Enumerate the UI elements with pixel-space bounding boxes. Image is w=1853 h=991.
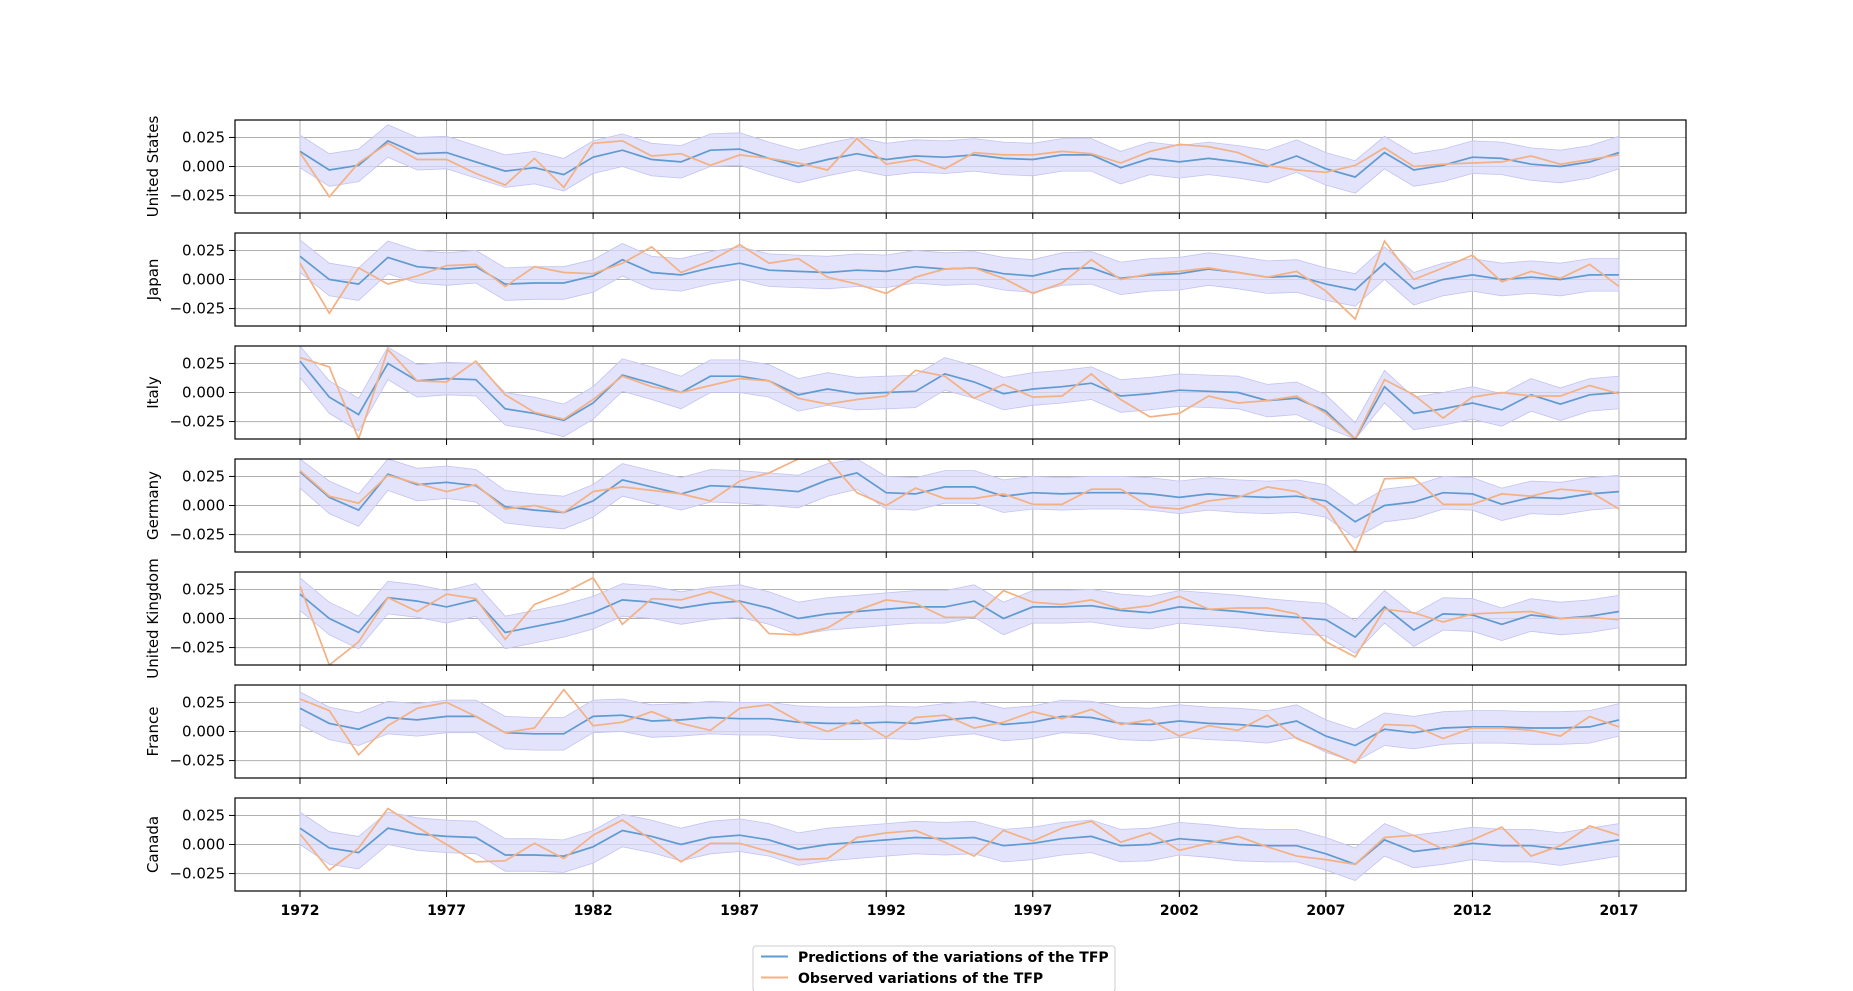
panel-plot-area (235, 685, 1686, 778)
y-tick-label: 0.025 (182, 806, 225, 824)
panel-plot-area (235, 459, 1686, 552)
x-tick-label: 2012 (1453, 903, 1492, 919)
y-tick-label: 0.025 (182, 467, 225, 485)
x-tick-label: 1972 (281, 903, 320, 919)
series-predicted-line (299, 360, 1620, 439)
y-tick-label: −0.025 (169, 865, 225, 883)
series-predicted-line (299, 707, 1620, 747)
panel-germany: 0.025 0.000 −0.025 Germany (144, 458, 1687, 558)
prediction-band (299, 346, 1620, 439)
panel-japan: 0.025 0.000 −0.025 Japan (144, 232, 1687, 332)
panel-ylabel-united-kingdom: United Kingdom (144, 558, 162, 678)
panel-plot-area (235, 798, 1686, 891)
y-tick-label: −0.025 (169, 300, 225, 318)
panel-united-states: 0.025 0.000 −0.025 United States (144, 116, 1687, 219)
series-observed-line (299, 807, 1620, 872)
series-observed-line (299, 347, 1620, 439)
series-predicted-line (299, 827, 1620, 866)
y-tick-label: 0.000 (182, 158, 225, 176)
panel-ylabel-italy: Italy (144, 376, 162, 409)
panel-plot-area (235, 572, 1686, 665)
panel-ylabel-france: France (144, 707, 162, 757)
y-tick-label: 0.000 (182, 497, 225, 515)
y-tick-label: 0.025 (182, 128, 225, 146)
panel-france: 0.025 0.000 −0.025 France (144, 684, 1687, 784)
x-tick-label: 2017 (1600, 903, 1639, 919)
y-tick-label: −0.025 (169, 639, 225, 657)
panel-ylabel-canada: Canada (144, 816, 162, 873)
y-tick-label: −0.025 (169, 526, 225, 544)
panel-united-kingdom: 0.025 0.000 −0.025 United Kingdom (144, 558, 1687, 679)
y-tick-label: 0.025 (182, 354, 225, 372)
x-tick-label: 1997 (1013, 903, 1052, 919)
x-tick-label: 1982 (574, 903, 613, 919)
series-observed-line (299, 688, 1620, 764)
series-predicted-line (299, 471, 1620, 523)
x-tick-label: 1992 (867, 903, 906, 919)
y-tick-label: 0.000 (182, 271, 225, 289)
prediction-band (299, 124, 1620, 194)
legend-label-observed: Observed variations of the TFP (798, 971, 1043, 987)
x-tick-label: 1977 (427, 903, 466, 919)
series-observed-line (299, 576, 1620, 665)
panel-plot-area (235, 233, 1686, 326)
legend: Predictions of the variations of the TFP… (752, 945, 1116, 991)
y-tick-label: −0.025 (169, 187, 225, 205)
prediction-band (299, 239, 1620, 307)
panel-ylabel-united-states: United States (144, 116, 162, 218)
legend-box (752, 945, 1116, 991)
y-tick-label: 0.025 (182, 580, 225, 598)
legend-label-predicted: Predictions of the variations of the TFP (798, 950, 1109, 966)
series-predicted-line (299, 593, 1620, 639)
y-tick-label: 0.025 (182, 693, 225, 711)
y-tick-label: 0.000 (182, 384, 225, 402)
x-tick-label: 2007 (1306, 903, 1345, 919)
series-observed-line (299, 239, 1620, 321)
x-tick-label: 1987 (720, 903, 759, 919)
panel-plot-area (235, 346, 1686, 439)
x-axis: 1972 1977 1982 1987 1992 1997 2002 2007 2012 2017 (281, 903, 1639, 919)
panel-plot-area (235, 120, 1686, 213)
y-tick-label: 0.025 (182, 241, 225, 259)
prediction-band (299, 691, 1620, 763)
series-observed-line (299, 459, 1620, 552)
panel-italy: 0.025 0.000 −0.025 Italy (144, 345, 1687, 445)
y-tick-label: −0.025 (169, 413, 225, 431)
series-predicted-line (299, 139, 1620, 178)
panel-ylabel-germany: Germany (144, 471, 162, 540)
y-tick-label: −0.025 (169, 752, 225, 770)
y-tick-label: 0.000 (182, 723, 225, 741)
prediction-band (299, 576, 1620, 654)
y-tick-label: 0.000 (182, 610, 225, 628)
y-tick-label: 0.000 (182, 836, 225, 854)
panel-canada: 0.025 0.000 −0.025 Canada (144, 797, 1687, 897)
prediction-band (299, 811, 1620, 881)
panel-ylabel-japan: Japan (144, 259, 162, 302)
panels: 0.025 0.000 −0.025 United States 0.025 0.000 −… (144, 116, 1687, 897)
x-tick-label: 2002 (1160, 903, 1199, 919)
series-observed-line (299, 137, 1620, 199)
